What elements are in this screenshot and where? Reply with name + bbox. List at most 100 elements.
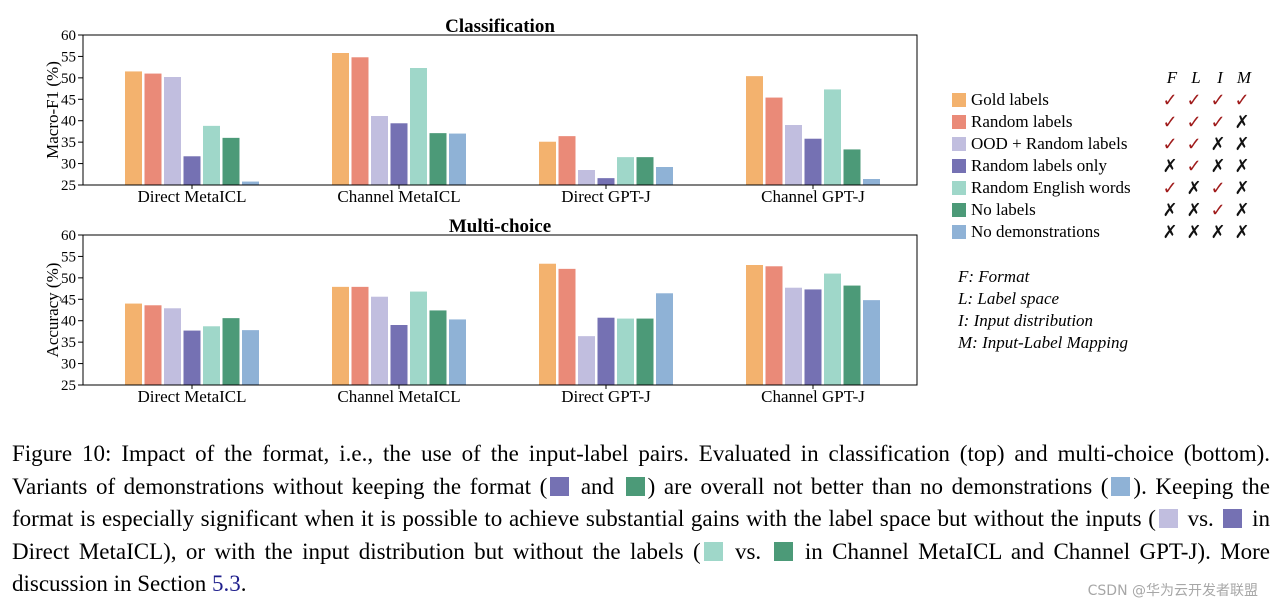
- check-icon: ✓: [1234, 90, 1250, 110]
- watermark: CSDN @华为云开发者联盟: [1087, 583, 1258, 599]
- definition-label-space: L: Label space: [958, 289, 1060, 308]
- bar: [242, 181, 259, 185]
- cross-icon: ✗: [1234, 222, 1250, 242]
- y-tick-label: 55: [61, 49, 76, 65]
- bar: [144, 305, 162, 385]
- swatch-random-english-words: [703, 541, 723, 561]
- check-icon: ✓: [1162, 112, 1178, 132]
- check-icon: ✓: [1162, 178, 1178, 198]
- legend-swatch: [952, 181, 966, 195]
- bar: [746, 265, 763, 385]
- cross-icon: ✗: [1210, 156, 1226, 176]
- check-icon: ✓: [1162, 134, 1178, 154]
- chart-title: Multi-choice: [449, 216, 551, 237]
- x-tick-label: Channel GPT-J: [761, 387, 865, 406]
- legend-swatch: [952, 225, 966, 239]
- x-tick-label: Direct GPT-J: [561, 387, 651, 406]
- plot-frame: [82, 234, 918, 386]
- legend-definitions: F: Format L: Label space I: Input distri…: [958, 266, 1128, 354]
- y-tick-label: 40: [61, 314, 76, 330]
- bar: [863, 179, 880, 185]
- check-icon: ✓: [1186, 90, 1202, 110]
- legend-header-l: L: [1191, 68, 1201, 87]
- y-tick-label: 35: [61, 335, 76, 351]
- legend-header-m: M: [1236, 68, 1252, 87]
- swatch-random-labels-only: [550, 476, 570, 496]
- y-tick-label: 50: [61, 271, 76, 287]
- y-tick-label: 45: [61, 92, 76, 108]
- bar: [558, 136, 576, 185]
- check-icon: ✓: [1186, 156, 1202, 176]
- legend-marks: ✓ ✓ ✓ ✓: [1158, 89, 1254, 112]
- bar: [125, 303, 142, 385]
- legend-marks: ✗ ✗ ✗ ✗: [1158, 221, 1254, 244]
- section-reference-link[interactable]: 5.3: [211, 571, 241, 596]
- swatch-random-labels-only-2: [1223, 509, 1243, 528]
- y-tick-label: 60: [61, 228, 76, 244]
- bar: [597, 317, 615, 385]
- cross-icon: ✗: [1210, 134, 1226, 154]
- bar: [824, 89, 841, 185]
- bar: [203, 125, 220, 185]
- y-tick-label: 35: [61, 135, 76, 151]
- swatch-ood-random-labels: [1158, 509, 1178, 528]
- check-icon: ✓: [1210, 200, 1226, 220]
- y-tick-label: 30: [61, 157, 76, 173]
- definition-input-label-mapping: M: Input-Label Mapping: [958, 333, 1128, 352]
- caption-text-5: in Channel MetaICL and Channel GPT-J). M…: [12, 538, 1270, 597]
- bar: [242, 330, 259, 385]
- caption-vs-1: vs.: [1180, 506, 1221, 531]
- cross-icon: ✗: [1234, 178, 1250, 198]
- y-tick-label: 25: [61, 178, 76, 194]
- chart-title: Classification: [445, 16, 555, 37]
- cross-icon: ✗: [1162, 222, 1178, 242]
- bar: [785, 287, 802, 385]
- x-tick-label: Direct MetaICL: [137, 387, 246, 406]
- legend-label: No labels: [971, 200, 1036, 219]
- bar: [578, 170, 595, 185]
- x-tick-label: Channel GPT-J: [761, 187, 865, 206]
- cross-icon: ✗: [1162, 200, 1178, 220]
- bar: [429, 133, 447, 185]
- bar: [390, 325, 408, 385]
- check-icon: ✓: [1186, 112, 1202, 132]
- legend-marks: ✓ ✓ ✓ ✗: [1158, 111, 1254, 134]
- cross-icon: ✗: [1186, 200, 1202, 220]
- bar: [164, 77, 181, 185]
- bar: [617, 318, 634, 385]
- legend-marks: ✓ ✓ ✗ ✗: [1158, 133, 1254, 156]
- legend-item: OOD + Random labels ✓ ✓ ✗ ✗: [950, 133, 1270, 155]
- bar: [765, 266, 783, 385]
- bar: [617, 157, 634, 185]
- bar: [824, 273, 841, 385]
- legend-item: No demonstrations ✗ ✗ ✗ ✗: [950, 221, 1270, 243]
- legend-swatch: [952, 159, 966, 173]
- bar: [332, 53, 349, 185]
- classification-chart: Classification 25 30 35 40 45 50 55 60 Macro-F1 (…: [43, 16, 918, 206]
- check-icon: ✓: [1210, 178, 1226, 198]
- x-tick-label: Direct MetaICL: [137, 187, 246, 206]
- x-tick-label: Channel MetaICL: [337, 387, 460, 406]
- check-icon: ✓: [1210, 112, 1226, 132]
- bar: [183, 330, 201, 385]
- bar: [539, 141, 556, 185]
- cross-icon: ✗: [1234, 156, 1250, 176]
- y-tick-label: 45: [61, 292, 76, 308]
- caption-text-4: in Direct MetaICL), or with the input di…: [12, 506, 1271, 564]
- figure-charts: Classification 25 30 35 40 45 50 55 60 Macro-F1 (…: [43, 16, 918, 406]
- legend-marks: ✗ ✗ ✓ ✗: [1158, 199, 1254, 222]
- definition-input-distribution: I: Input distribution: [958, 311, 1094, 330]
- bar: [410, 68, 427, 185]
- cross-icon: ✗: [1234, 112, 1250, 132]
- caption-end: .: [240, 571, 247, 596]
- cross-icon: ✗: [1186, 178, 1202, 198]
- legend-label: OOD + Random labels: [971, 134, 1128, 153]
- check-icon: ✓: [1210, 90, 1226, 110]
- definition-format: F: Format: [958, 267, 1030, 286]
- swatch-no-labels: [625, 476, 645, 496]
- cross-icon: ✗: [1234, 134, 1250, 154]
- bar: [449, 319, 466, 385]
- y-axis-label: Accuracy (%): [43, 263, 62, 358]
